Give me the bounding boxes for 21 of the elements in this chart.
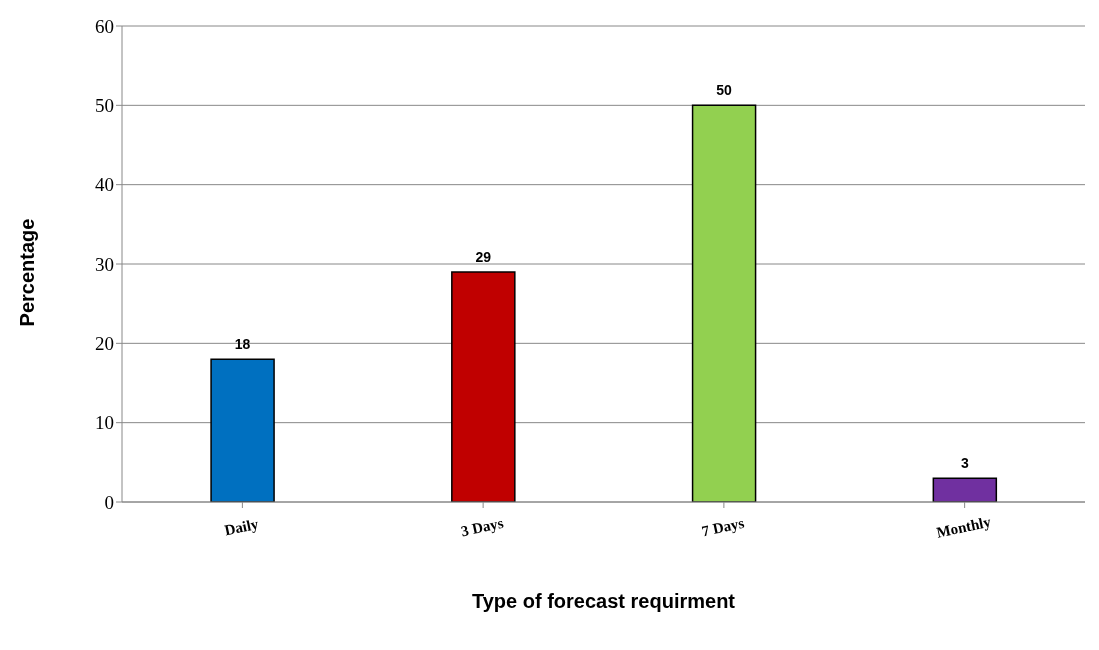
y-tick-label: 0 [104, 491, 114, 513]
y-tick-label: 50 [95, 95, 114, 117]
y-tick-label: 30 [95, 253, 114, 275]
bar [451, 271, 516, 502]
x-axis-title: Type of forecast requirment [471, 590, 736, 613]
x-tick-label: Daily [222, 515, 261, 539]
y-tick-label: 10 [95, 412, 114, 434]
data-label: 3 [960, 455, 969, 472]
bar [932, 477, 998, 502]
x-tick-label: 3 Days [459, 514, 505, 540]
data-label: 18 [234, 336, 251, 353]
x-tick-label: 7 Days [700, 514, 746, 540]
data-label: 29 [475, 248, 492, 265]
y-tick-label: 40 [95, 174, 114, 196]
y-tick-label: 60 [95, 15, 114, 37]
x-tick-label: Monthly [935, 513, 993, 541]
y-axis-title: Percentage [16, 218, 40, 326]
bar [210, 358, 275, 502]
bar [691, 104, 757, 502]
data-label: 50 [716, 82, 733, 99]
y-tick-label: 20 [95, 333, 114, 355]
